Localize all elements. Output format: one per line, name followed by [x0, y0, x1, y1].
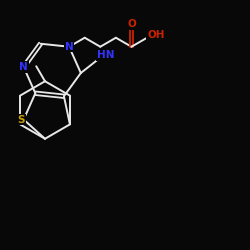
Text: N: N [65, 42, 74, 52]
Text: N: N [19, 62, 28, 72]
Text: HN: HN [97, 50, 114, 60]
Text: OH: OH [147, 30, 164, 40]
Text: S: S [18, 114, 25, 124]
Text: O: O [127, 19, 136, 29]
